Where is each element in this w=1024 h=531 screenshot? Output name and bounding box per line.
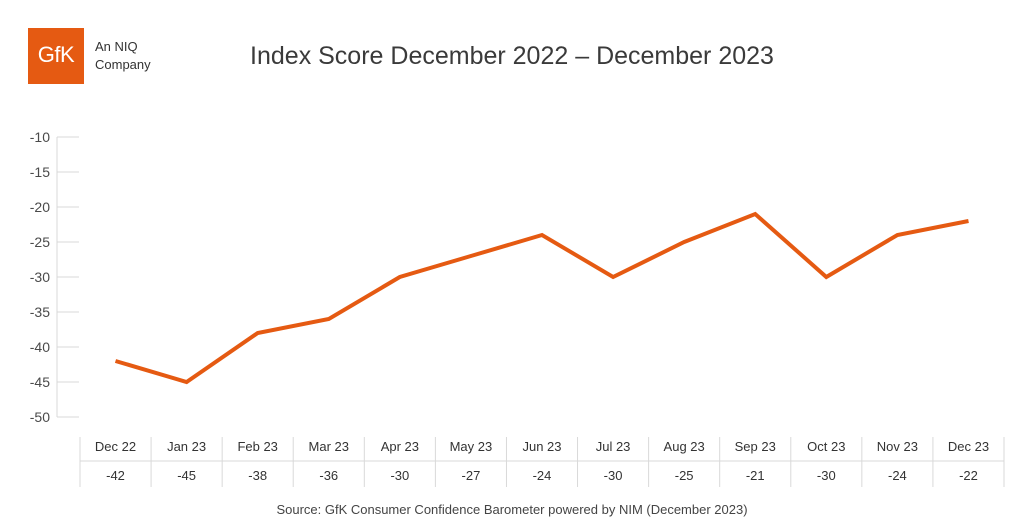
company-tagline: An NIQ Company — [95, 39, 151, 72]
y-tick-label: -45 — [30, 374, 50, 390]
series-line — [114, 211, 969, 385]
data-value-label: -30 — [390, 468, 409, 483]
gfk-logo: GfK — [28, 28, 84, 84]
data-value-label: -24 — [533, 468, 552, 483]
gfk-logo-mark: GfK — [37, 42, 75, 67]
y-tick-label: -25 — [30, 234, 50, 250]
data-value-label: -36 — [319, 468, 338, 483]
x-category-label: Aug 23 — [664, 439, 705, 454]
x-category-label: Nov 23 — [877, 439, 918, 454]
y-tick-label: -20 — [30, 199, 50, 215]
chart-source: Source: GfK Consumer Confidence Baromete… — [276, 502, 748, 517]
data-value-label: -42 — [106, 468, 125, 483]
data-value-label: -25 — [675, 468, 694, 483]
data-value-label: -30 — [604, 468, 623, 483]
x-category-label: Feb 23 — [237, 439, 277, 454]
x-category-label: May 23 — [450, 439, 493, 454]
data-table: Dec 22 Jan 23 Feb 23 Mar 23 Apr 23 May 23 Jun … — [79, 437, 1005, 487]
y-tick-label: -30 — [30, 269, 50, 285]
x-category-label: Oct 23 — [807, 439, 845, 454]
data-value-label: -27 — [462, 468, 481, 483]
x-category-label: Jan 23 — [167, 439, 206, 454]
y-tick-label: -15 — [30, 164, 50, 180]
y-tick-label: -50 — [30, 409, 50, 425]
data-value-label: -38 — [248, 468, 267, 483]
x-category-label: Jul 23 — [596, 439, 631, 454]
x-category-label: Apr 23 — [381, 439, 419, 454]
x-category-label: Dec 22 — [95, 439, 136, 454]
data-value-label: -24 — [888, 468, 907, 483]
data-value-label: -22 — [959, 468, 978, 483]
data-value-label: -45 — [177, 468, 196, 483]
y-tick-label: -10 — [30, 129, 50, 145]
chart-title: Index Score December 2022 – December 202… — [250, 42, 774, 70]
x-category-label: Sep 23 — [735, 439, 776, 454]
series-group — [114, 211, 969, 385]
y-tick-label: -40 — [30, 339, 50, 355]
y-tick-label: -35 — [30, 304, 50, 320]
x-category-label: Dec 23 — [948, 439, 989, 454]
x-category-label: Mar 23 — [309, 439, 349, 454]
data-value-label: -21 — [746, 468, 765, 483]
data-value-label: -30 — [817, 468, 836, 483]
x-category-label: Jun 23 — [522, 439, 561, 454]
y-axis: -10 -15 -20 -25 -30 -35 -40 -45 -50 — [30, 129, 79, 425]
